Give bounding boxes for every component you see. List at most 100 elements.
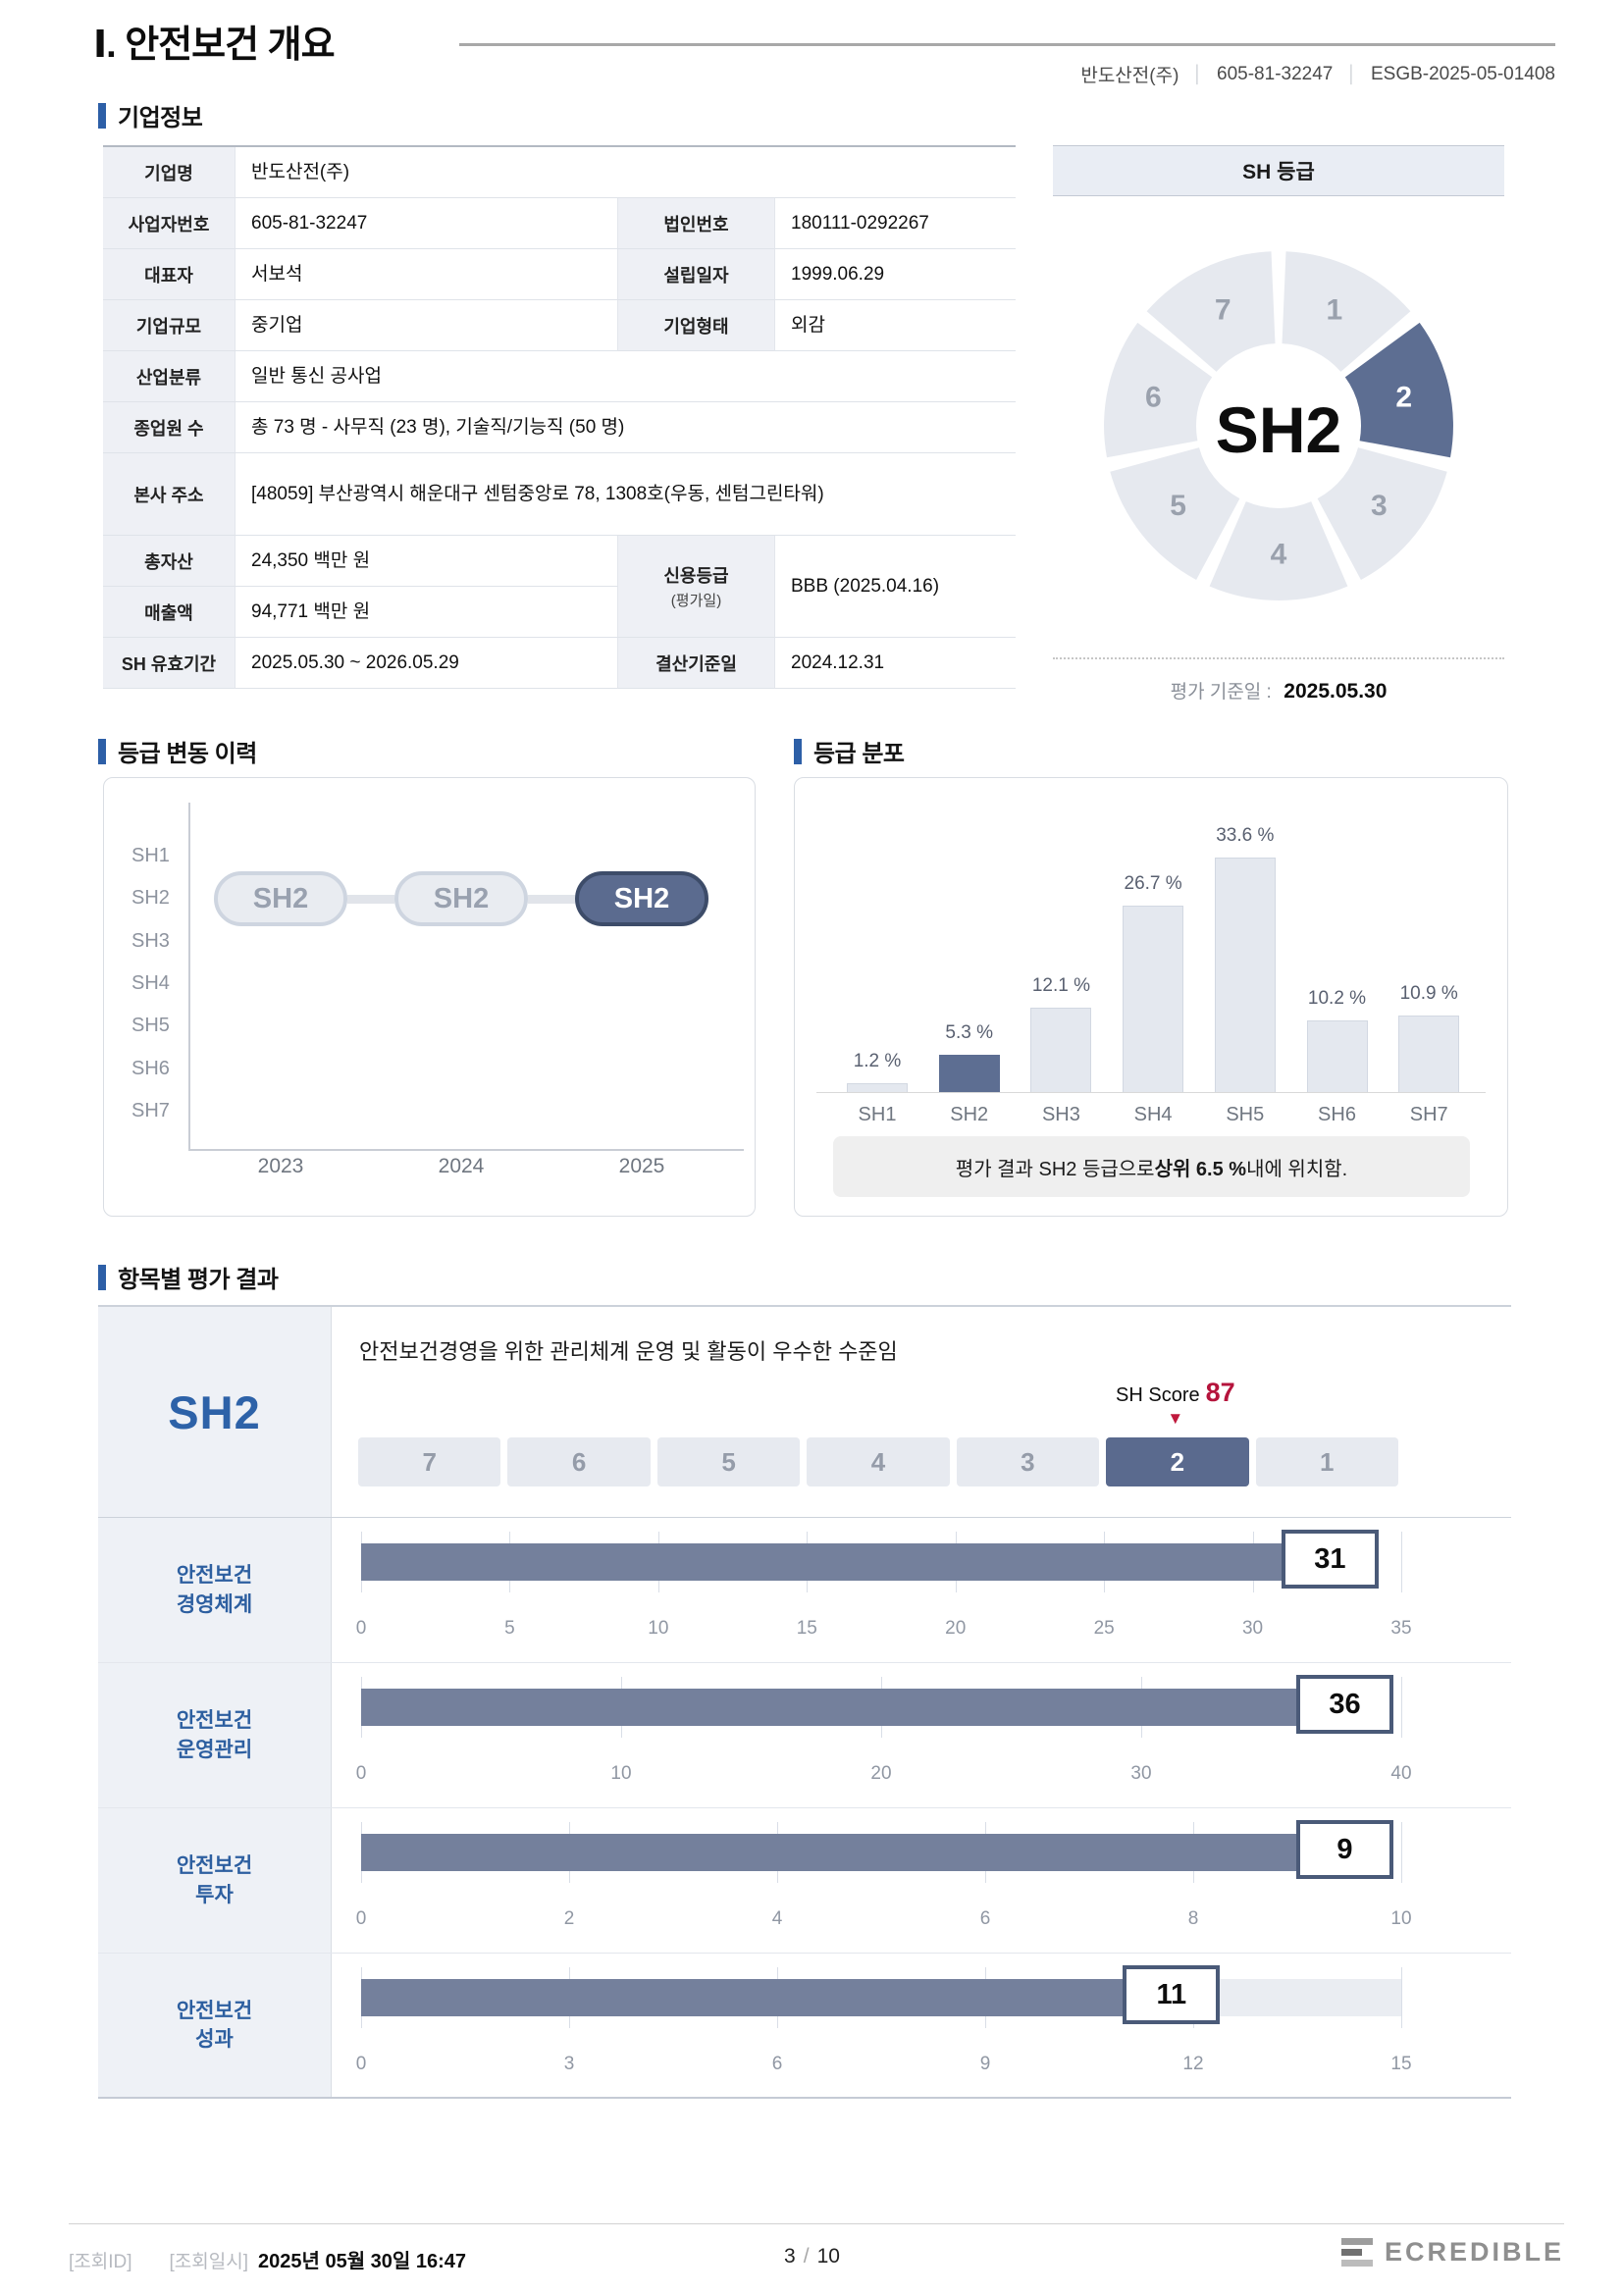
- evaluation-block: SH2 안전보건경영을 위한 관리체계 운영 및 활동이 우수한 수준임 SH …: [98, 1305, 1511, 2099]
- axis-tick-label: 0: [355, 1908, 367, 1929]
- history-y-label: SH6: [131, 1057, 170, 1079]
- doc-business-number: 605-81-32247: [1217, 63, 1334, 84]
- note-suffix: 내에 위치함.: [1246, 1158, 1348, 1180]
- grade-scale-box-4: 4: [807, 1437, 950, 1486]
- score-bar-chart: 11 0 3 6 9 12 15: [356, 1965, 1412, 2085]
- field-value-type: 외감: [775, 300, 1016, 351]
- axis-tick-label: 0: [355, 1763, 367, 1784]
- distribution-category-label: SH1: [858, 1104, 897, 1125]
- section-marker-icon: [794, 738, 802, 764]
- axis-tick-label: 35: [1390, 1618, 1412, 1639]
- item-label-line1: 안전보건: [176, 1999, 253, 2022]
- page-number: 3 / 10: [784, 2245, 840, 2268]
- grade-scale-box-6: 6: [507, 1437, 651, 1486]
- history-year-label: 2023: [257, 1155, 304, 1177]
- field-label: 산업분류: [103, 351, 236, 402]
- history-grade-pill-2025: SH2: [575, 871, 708, 927]
- distribution-bar-SH1: [847, 1083, 908, 1092]
- section-title: 등급 변동 이력: [118, 741, 257, 767]
- axis-tick: [1401, 1532, 1402, 1592]
- evaluation-summary-row: SH2 안전보건경영을 위한 관리체계 운영 및 활동이 우수한 수준임 SH …: [98, 1307, 1511, 1518]
- field-value-employees: 총 73 명 - 사무직 (23 명), 기술직/기능직 (50 명): [236, 402, 1016, 453]
- item-label-line2: 성과: [195, 2028, 234, 2051]
- axis-tick-label: 30: [1130, 1763, 1152, 1784]
- section-title: 항목별 평가 결과: [118, 1267, 279, 1293]
- field-label: 종업원 수: [103, 402, 236, 453]
- distribution-baseline: [816, 1092, 1486, 1093]
- sh-grade-segment-4: [1209, 501, 1348, 601]
- evaluation-grade-badge: SH2: [98, 1307, 332, 1517]
- ecredible-logo-icon: [1340, 2238, 1373, 2267]
- segment-number-label: 5: [1170, 490, 1186, 522]
- distribution-note: 평가 결과 SH2 등급으로 상위 6.5 % 내에 위치함.: [833, 1136, 1470, 1197]
- distribution-value-label: 12.1 %: [1031, 974, 1090, 996]
- distribution-value-label: 26.7 %: [1124, 873, 1182, 895]
- distribution-category-label: SH7: [1409, 1104, 1448, 1125]
- credit-sub-label: (평가일): [670, 593, 722, 609]
- item-label-line2: 경영체계: [176, 1592, 253, 1616]
- evaluation-row-경영체계: 안전보건 경영체계 31 0 5 10 15 20 25 30 35: [98, 1518, 1511, 1663]
- axis-tick-label: 20: [945, 1618, 967, 1639]
- axis-tick-label: 30: [1241, 1618, 1264, 1639]
- segment-number-label: 7: [1215, 294, 1231, 327]
- page-total: 10: [816, 2245, 840, 2268]
- document-meta: 반도산전(주) │ 605-81-32247 │ ESGB-2025-05-01…: [1080, 61, 1555, 87]
- grade-history-chart: SH1 SH2 SH3 SH4 SH5 SH6 SH7 SH2 SH2 SH2 2023 2024 20…: [104, 778, 755, 1216]
- distribution-value-label: 33.6 %: [1216, 825, 1275, 846]
- evaluation-summary-text: 안전보건경영을 위한 관리체계 운영 및 활동이 우수한 수준임: [359, 1339, 898, 1364]
- history-connector-line: [347, 895, 394, 905]
- section-marker-icon: [98, 738, 106, 764]
- history-grade-pill-2023: SH2: [214, 871, 347, 927]
- history-grade-pill-2024: SH2: [394, 871, 528, 927]
- field-label: SH 유효기간: [103, 638, 236, 689]
- score-pointer-triangle-icon: ▼: [1167, 1409, 1184, 1428]
- distribution-bar-SH5: [1214, 858, 1276, 1092]
- sh-score-label: SH Score: [1116, 1384, 1200, 1406]
- grade-distribution-chart: 1.2 % SH1 5.3 % SH2 12.1 % SH3 26.7 % SH4 33.6 %…: [795, 778, 1507, 1216]
- section-grade-distribution: 등급 분포: [794, 734, 905, 768]
- field-label-credit: 신용등급 (평가일): [618, 536, 775, 638]
- evaluation-row-성과: 안전보건 성과 11 0 3 6 9 12 15: [98, 1954, 1511, 2099]
- item-label-line1: 안전보건: [176, 1564, 253, 1588]
- history-x-axis-line: [188, 1149, 744, 1151]
- section-evaluation-results: 항목별 평가 결과: [98, 1260, 279, 1294]
- item-label-line1: 안전보건: [176, 1709, 253, 1733]
- evaluation-base-date: 평가 기준일 : 2025.05.30: [1053, 657, 1504, 704]
- evaluation-row-투자: 안전보건 투자 9 0 2 4 6 8 10: [98, 1808, 1511, 1954]
- axis-tick-label: 15: [1390, 2054, 1412, 2074]
- field-value-validity: 2025.05.30 ~ 2026.05.29: [236, 638, 618, 689]
- field-value-founded: 1999.06.29: [775, 249, 1016, 300]
- grade-scale-box-1: 1: [1255, 1437, 1398, 1486]
- page-title: Ⅰ. 안전보건 개요: [93, 25, 336, 66]
- axis-tick-label: 6: [771, 2054, 783, 2074]
- evaluation-item-rows: 안전보건 경영체계 31 0 5 10 15 20 25 30 35 안전보건 운영관리 36 0 10 20 3…: [98, 1518, 1511, 2099]
- axis-tick-label: 12: [1182, 2054, 1204, 2074]
- score-value-badge: 11: [1123, 1965, 1221, 2024]
- score-value-badge: 9: [1296, 1820, 1393, 1879]
- brand-name: ECREDIBLE: [1384, 2237, 1564, 2267]
- score-bar-chart: 31 0 5 10 15 20 25 30 35: [356, 1530, 1412, 1649]
- score-bar: [361, 1979, 1125, 2016]
- distribution-category-label: SH6: [1318, 1104, 1356, 1125]
- note-highlight: 상위 6.5 %: [1154, 1158, 1247, 1180]
- distribution-value-label: 5.3 %: [945, 1022, 993, 1044]
- history-y-label: SH2: [131, 887, 170, 910]
- brand-logo: ECREDIBLE: [1340, 2237, 1564, 2268]
- score-bar-chart: 36 0 10 20 30 40: [356, 1675, 1412, 1795]
- field-value-company-name: 반도산전(주): [236, 147, 1016, 198]
- axis-tick-label: 5: [504, 1618, 515, 1639]
- field-value-biz-no: 605-81-32247: [236, 198, 618, 249]
- section-marker-icon: [98, 1264, 106, 1290]
- footer-query-info: [조회ID] [조회일시] 2025년 05월 30일 16:47: [69, 2245, 466, 2273]
- doc-report-code: ESGB-2025-05-01408: [1370, 63, 1555, 84]
- history-y-axis-line: [188, 803, 190, 1149]
- distribution-bar-SH3: [1030, 1007, 1092, 1092]
- field-label: 결산기준일: [618, 638, 775, 689]
- history-year-label: 2025: [618, 1155, 665, 1177]
- grade-scale-box-7: 7: [358, 1437, 501, 1486]
- axis-tick-label: 40: [1390, 1763, 1412, 1784]
- section-title: 기업정보: [118, 105, 203, 131]
- sh-grade-center-label: SH2: [1216, 393, 1341, 466]
- distribution-category-label: SH2: [950, 1104, 989, 1125]
- history-y-label: SH5: [131, 1015, 170, 1037]
